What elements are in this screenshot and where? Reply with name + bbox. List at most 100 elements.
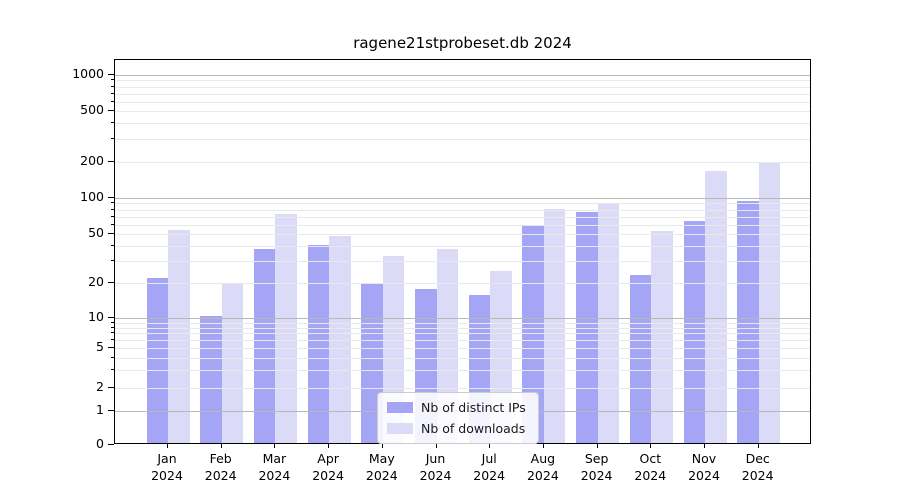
x-tick-label-dec: Dec 2024: [731, 450, 785, 484]
bar-downloads-feb: [221, 283, 244, 443]
x-label-year-apr: 2024: [312, 468, 344, 483]
x-tick-aug: [542, 444, 544, 448]
plot-area: Nb of distinct IPs Nb of downloads: [114, 59, 811, 444]
legend-swatch-downloads: [387, 423, 413, 434]
bar-distinct-ips-feb: [200, 316, 222, 443]
gridline-y-300: [115, 139, 810, 141]
x-tick-label-feb: Feb 2024: [194, 450, 248, 484]
bar-distinct-ips-apr: [307, 245, 330, 443]
y-tick-label-5: 5: [96, 339, 104, 354]
y-tick-500: [108, 110, 114, 111]
y-tick-1: [108, 410, 114, 411]
y-tick-minor-700: [110, 92, 114, 94]
gridline-y-800: [115, 86, 810, 88]
x-label-month-aug: Aug: [530, 451, 556, 466]
y-tick-minor-80: [110, 208, 114, 210]
x-label-year-jan: 2024: [151, 468, 183, 483]
y-tick-label-200: 200: [80, 153, 104, 168]
x-tick-label-jul: Jul 2024: [462, 450, 516, 484]
x-tick-dec: [757, 444, 759, 448]
gridline-y-400: [115, 123, 810, 125]
legend: Nb of distinct IPs Nb of downloads: [377, 392, 539, 444]
x-label-month-feb: Feb: [209, 451, 232, 466]
x-tick-jan: [167, 444, 168, 448]
y-tick-minor-6: [110, 339, 114, 341]
x-label-year-mar: 2024: [258, 468, 291, 483]
x-label-month-jan: Jan: [157, 451, 177, 466]
gridline-y-900: [115, 80, 810, 82]
y-tick-5: [108, 347, 114, 348]
x-label-month-nov: Nov: [691, 451, 717, 466]
y-tick-minor-9: [110, 321, 114, 323]
bar-distinct-ips-sep: [576, 211, 598, 443]
gridline-y-500: [115, 111, 810, 112]
x-label-month-jun: Jun: [425, 451, 446, 466]
bar-distinct-ips-mar: [253, 249, 276, 443]
x-label-month-apr: Apr: [317, 451, 339, 466]
x-label-month-may: May: [368, 451, 395, 466]
legend-label-distinct-ips: Nb of distinct IPs: [421, 400, 526, 415]
y-tick-minor-3: [110, 369, 114, 371]
y-tick-label-1: 1: [96, 402, 104, 417]
y-tick-0: [108, 444, 114, 445]
x-tick-apr: [328, 444, 330, 448]
y-tick-2: [108, 387, 114, 388]
y-tick-minor-70: [110, 215, 114, 217]
legend-item-distinct-ips: Nb of distinct IPs: [387, 400, 526, 415]
bar-downloads-jan: [168, 229, 190, 443]
y-tick-minor-30: [110, 260, 114, 262]
bar-downloads-nov: [705, 170, 727, 443]
y-tick-10: [108, 317, 114, 318]
legend-label-downloads: Nb of downloads: [421, 421, 526, 436]
x-label-year-may: 2024: [365, 468, 398, 483]
y-tick-label-20: 20: [88, 273, 104, 289]
x-tick-may: [381, 444, 383, 448]
legend-swatch-distinct-ips: [387, 402, 413, 413]
x-tick-label-apr: Apr 2024: [301, 450, 355, 484]
x-tick-sep: [596, 444, 598, 448]
y-tick-100: [108, 197, 114, 198]
bar-distinct-ips-nov: [683, 220, 705, 443]
x-tick-jul: [489, 444, 491, 448]
x-label-year-sep: 2024: [580, 468, 613, 483]
y-tick-minor-800: [110, 85, 114, 87]
x-label-month-jul: Jul: [481, 451, 497, 466]
y-tick-label-500: 500: [80, 102, 104, 117]
y-tick-minor-40: [110, 244, 114, 246]
y-tick-minor-4: [110, 356, 114, 358]
y-tick-label-50: 50: [88, 225, 104, 240]
x-label-month-mar: Mar: [262, 451, 287, 466]
x-label-year-jun: 2024: [419, 468, 452, 483]
x-label-month-oct: Oct: [639, 451, 662, 466]
x-label-year-feb: 2024: [204, 468, 237, 483]
bar-downloads-sep: [597, 203, 620, 443]
legend-item-downloads: Nb of downloads: [387, 421, 526, 436]
x-tick-mar: [274, 444, 276, 448]
x-label-month-sep: Sep: [584, 451, 609, 466]
y-tick-1000: [108, 74, 114, 75]
x-label-month-dec: Dec: [745, 451, 770, 466]
x-label-year-nov: 2024: [688, 468, 720, 483]
bar-distinct-ips-jan: [146, 277, 168, 443]
x-tick-nov: [704, 444, 705, 448]
x-tick-label-aug: Aug 2024: [516, 450, 570, 484]
x-tick-label-nov: Nov 2024: [677, 450, 731, 484]
bar-distinct-ips-dec: [737, 201, 759, 443]
x-tick-feb: [220, 444, 222, 448]
x-tick-label-jan: Jan 2024: [140, 450, 194, 484]
bar-downloads-aug: [543, 208, 566, 443]
bar-downloads-apr: [329, 236, 351, 443]
bar-downloads-oct: [651, 230, 673, 443]
y-tick-20: [108, 281, 114, 283]
x-tick-label-sep: Sep 2024: [570, 450, 624, 484]
x-tick-label-may: May 2024: [355, 450, 409, 484]
x-tick-label-mar: Mar 2024: [247, 450, 301, 484]
y-tick-minor-7: [110, 332, 114, 334]
bar-downloads-mar: [275, 213, 297, 443]
y-tick-50: [108, 233, 114, 234]
x-tick-oct: [650, 444, 652, 448]
x-label-year-jul: 2024: [473, 468, 506, 483]
gridline-y-200: [115, 162, 810, 163]
y-tick-label-2: 2: [96, 379, 104, 394]
